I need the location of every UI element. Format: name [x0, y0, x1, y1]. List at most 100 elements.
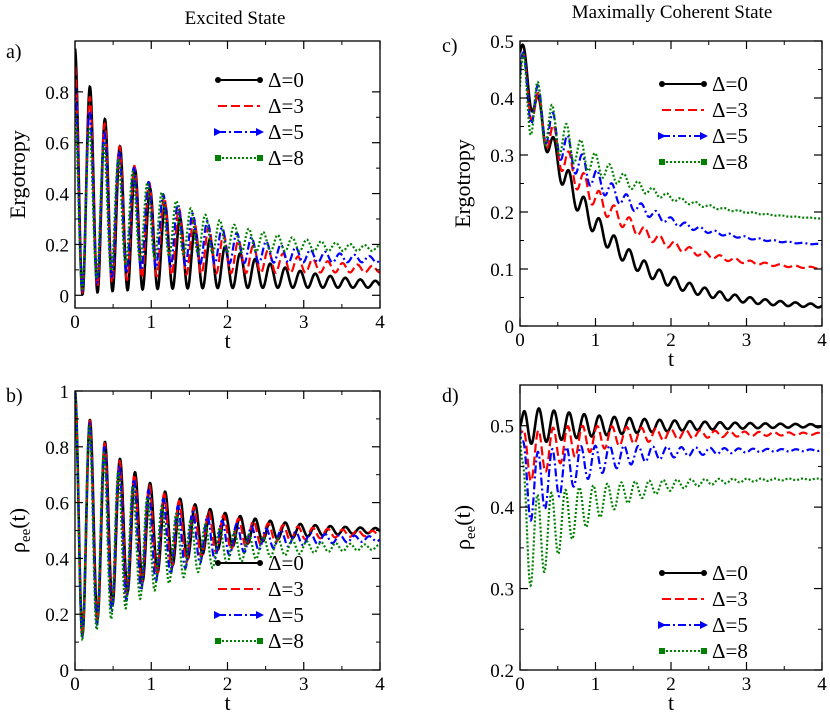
legend-label: Δ=3 — [268, 94, 304, 118]
legend-marker — [215, 155, 221, 161]
series-line-3-0 — [520, 407, 822, 445]
legend-marker — [659, 81, 665, 87]
y-tick-label: 0.6 — [45, 134, 69, 155]
y-tick-label: 0.4 — [490, 498, 514, 519]
x-tick-label: 4 — [375, 312, 385, 333]
x-tick-label: 2 — [223, 674, 233, 695]
panel-d: 0 1 2 3 4 0.2 0.3 0.4 0.5 t ρee(t) d) Δ=0Δ=3Δ=5Δ=8 — [442, 384, 827, 715]
legend-marker — [700, 132, 708, 140]
y-axis-label: Ergotropy — [450, 139, 475, 228]
y-tick-label: 0.2 — [490, 661, 514, 682]
legend-marker — [257, 155, 263, 161]
y-axis-label: ρee(t) — [5, 508, 34, 553]
x-tick-label: 0 — [70, 312, 80, 333]
legend-label: Δ=0 — [268, 68, 304, 92]
y-tick-label: 0.2 — [45, 605, 69, 626]
legend-marker — [701, 570, 707, 576]
y-tick-label: 0.1 — [490, 260, 514, 281]
legend-marker — [214, 128, 222, 136]
x-tick-label: 0 — [70, 674, 80, 695]
legend-marker — [659, 159, 665, 165]
x-tick-label: 4 — [375, 674, 385, 695]
series-line-2-3 — [75, 391, 380, 642]
legend-marker — [256, 611, 264, 619]
x-axis-label: t — [224, 328, 230, 353]
x-axis-label: t — [668, 690, 674, 715]
legend-label: Δ=5 — [268, 120, 304, 144]
legend: Δ=0Δ=3Δ=5Δ=8 — [658, 72, 748, 174]
x-tick-label: 3 — [299, 674, 309, 695]
y-tick-label: 1 — [60, 382, 70, 403]
y-tick-label: 0.3 — [490, 146, 514, 167]
y-tick-label: 0.4 — [45, 185, 69, 206]
x-tick-label: 0 — [515, 330, 525, 351]
x-tick-label: 1 — [147, 312, 157, 333]
y-tick-label: 0 — [505, 317, 515, 338]
legend: Δ=0Δ=3Δ=5Δ=8 — [214, 68, 304, 170]
y-tick-label: 0.6 — [45, 494, 69, 515]
x-tick-label: 3 — [742, 330, 752, 351]
x-tick-label: 1 — [591, 674, 601, 695]
legend-label: Δ=0 — [712, 72, 748, 96]
legend-marker — [701, 81, 707, 87]
legend-marker — [659, 570, 665, 576]
y-tick-label: 0.4 — [490, 89, 514, 110]
legend-marker — [256, 128, 264, 136]
column-title-right: Maximally Coherent State — [572, 2, 773, 23]
x-axis-label: t — [668, 346, 674, 371]
series-line-1-3 — [520, 52, 822, 220]
x-tick-label: 1 — [591, 330, 601, 351]
legend-marker — [658, 621, 666, 629]
y-axis-label: Ergotropy — [5, 130, 30, 219]
y-tick-label: 0.2 — [490, 203, 514, 224]
panel-label: b) — [6, 385, 23, 407]
panel-c: 0 1 2 3 400.10.20.30.40.5tErgotropyc)Δ=0Δ=3Δ… — [442, 32, 827, 371]
legend-marker — [257, 638, 263, 644]
legend-marker — [214, 611, 222, 619]
column-title-left: Excited State — [185, 8, 286, 29]
series-line-1-1 — [520, 52, 822, 270]
x-tick-label: 4 — [817, 330, 827, 351]
legend-label: Δ=8 — [268, 146, 304, 170]
series-line-0-2 — [75, 86, 380, 292]
legend-label: Δ=5 — [712, 613, 748, 637]
legend-marker — [701, 648, 707, 654]
y-tick-label: 0 — [60, 286, 70, 307]
series-line-1-0 — [520, 43, 822, 309]
y-tick-label: 0.2 — [45, 235, 69, 256]
x-tick-label: 2 — [223, 312, 233, 333]
series-line-1-2 — [520, 51, 822, 246]
legend-marker — [257, 560, 263, 566]
legend-label: Δ=8 — [712, 639, 748, 663]
panel-label: c) — [442, 35, 458, 57]
legend-marker — [658, 132, 666, 140]
x-tick-label: 2 — [666, 674, 676, 695]
y-tick-label: 0.5 — [490, 32, 514, 53]
panel-b: 0 1 2 3 4 0 0.2 0.4 0.6 0.8 1 t ρee(t) b) Δ=0Δ=3Δ=5Δ=8 — [5, 382, 385, 715]
x-tick-label: 3 — [299, 312, 309, 333]
y-tick-label: 0.5 — [490, 417, 514, 438]
legend-label: Δ=3 — [712, 98, 748, 122]
legend-marker — [215, 638, 221, 644]
legend-marker — [215, 77, 221, 83]
legend-marker — [257, 77, 263, 83]
legend-marker — [215, 560, 221, 566]
x-tick-label: 0 — [515, 674, 525, 695]
legend-marker — [659, 648, 665, 654]
legend: Δ=0Δ=3Δ=5Δ=8 — [214, 551, 304, 653]
y-tick-label: 0.8 — [45, 83, 69, 104]
legend-label: Δ=5 — [712, 124, 748, 148]
x-tick-label: 4 — [817, 674, 827, 695]
legend-label: Δ=8 — [268, 629, 304, 653]
panel-label: d) — [442, 385, 459, 407]
x-axis-label: t — [224, 690, 230, 715]
series-line-0-3 — [75, 111, 380, 291]
y-tick-label: 0 — [60, 661, 70, 682]
legend-label: Δ=0 — [268, 551, 304, 575]
panel-label: a) — [6, 41, 22, 63]
legend-marker — [701, 159, 707, 165]
series-line-0-1 — [75, 66, 380, 295]
panels: 0 1 2 3 400.20.40.60.8tErgotropya)Δ=0Δ=3Δ=5Δ… — [5, 32, 827, 715]
x-tick-label: 3 — [742, 674, 752, 695]
